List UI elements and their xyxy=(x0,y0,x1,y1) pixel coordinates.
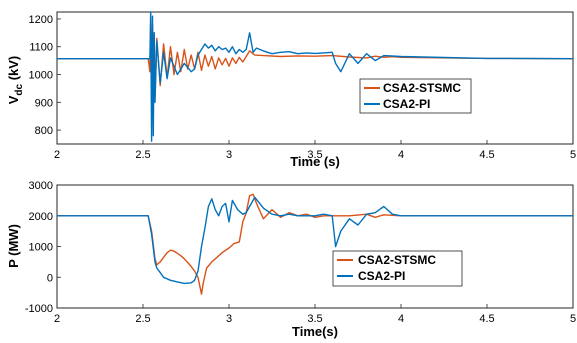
xlabel-power: Time(s) xyxy=(292,324,338,339)
xtick-label: 4 xyxy=(398,313,404,325)
plot-area-power xyxy=(56,184,574,309)
ytick-label: -1000 xyxy=(25,303,53,315)
xtick-label: 2.5 xyxy=(135,149,150,161)
xlabel-vdc: Time (s) xyxy=(290,154,340,169)
xtick-label: 2.5 xyxy=(135,313,150,325)
legend-vdc: CSA2-STSMC CSA2-PI xyxy=(359,78,472,114)
xtick-label: 2 xyxy=(54,149,60,161)
ytick-label: 3000 xyxy=(29,180,53,192)
xtick-label: 5 xyxy=(570,149,576,161)
legend-box-vdc xyxy=(359,78,472,114)
chart-power: -1000 0 1000 2000 3000 2 2.5 3 3.5 4 4.5 5 Time(s)… xyxy=(6,180,576,339)
ytick-label: 1000 xyxy=(29,242,53,254)
legend-label-stsmc-vdc: CSA2-STSMC xyxy=(383,81,461,95)
xtick-labels-vdc: 2 2.5 3 3.5 4 4.5 5 xyxy=(54,140,576,161)
legend-power: CSA2-STSMC CSA2-PI xyxy=(332,250,463,287)
legend-label-pi-vdc: CSA2-PI xyxy=(383,97,430,111)
xtick-label: 3.5 xyxy=(307,149,322,161)
ytick-label: 900 xyxy=(35,97,53,109)
legend-label-stsmc-power: CSA2-STSMC xyxy=(358,253,436,267)
legend-label-pi-power: CSA2-PI xyxy=(358,269,405,283)
ylabel-vdc-main: V xyxy=(6,95,21,104)
xtick-label: 4.5 xyxy=(479,149,494,161)
series-line-pi-vdc xyxy=(57,11,574,142)
ytick-label: 1000 xyxy=(29,70,53,82)
ylabel-vdc-subscript: dc xyxy=(14,83,25,95)
series-line-stsmc-power xyxy=(57,193,573,295)
series-lines-vdc xyxy=(57,11,574,142)
ytick-labels-power: -1000 0 1000 2000 3000 xyxy=(25,180,61,315)
xtick-label: 5 xyxy=(570,313,576,325)
ytick-label: 2000 xyxy=(29,211,53,223)
chart-vdc: 800 900 1000 1100 1200 2 2.5 3 3.5 4 4.5 5 Time (s… xyxy=(6,11,576,169)
ytick-label: 800 xyxy=(35,125,53,137)
legend-box-power xyxy=(332,250,463,287)
plot-area-vdc xyxy=(56,11,574,145)
ylabel-vdc: Vdc (kV) xyxy=(6,56,25,105)
xtick-label: 3.5 xyxy=(307,313,322,325)
ylabel-power: P (MW) xyxy=(6,224,21,268)
xtick-label: 3 xyxy=(226,149,232,161)
ytick-labels-vdc: 800 900 1000 1100 1200 xyxy=(29,14,61,137)
ytick-label: 0 xyxy=(47,272,53,284)
series-lines-power xyxy=(57,193,573,295)
xtick-labels-power: 2 2.5 3 3.5 4 4.5 5 xyxy=(54,304,576,325)
xtick-label: 3 xyxy=(226,313,232,325)
ytick-label: 1200 xyxy=(29,14,53,26)
ylabel-vdc-unit: (kV) xyxy=(6,56,21,84)
xtick-label: 4 xyxy=(398,149,404,161)
ytick-label: 1100 xyxy=(29,42,53,54)
xtick-label: 4.5 xyxy=(479,313,494,325)
series-line-pi-power xyxy=(57,196,573,285)
xtick-label: 2 xyxy=(54,313,60,325)
